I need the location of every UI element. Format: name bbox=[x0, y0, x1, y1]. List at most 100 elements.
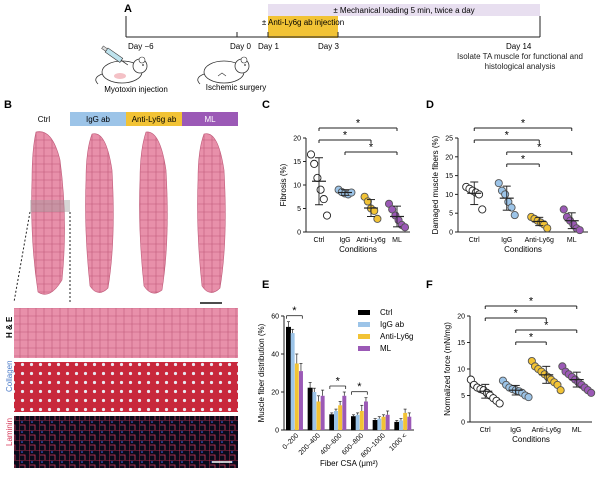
x-tick-label: ML bbox=[572, 427, 582, 434]
isolate-text-box: Isolate TA muscle for functional and his… bbox=[457, 52, 583, 71]
bar bbox=[294, 363, 299, 430]
bar bbox=[307, 387, 313, 431]
y-tick-label: 0 bbox=[461, 420, 465, 427]
mech-loading-band bbox=[268, 4, 540, 16]
x-axis-label: Conditions bbox=[512, 435, 550, 444]
significance-star: * bbox=[537, 142, 542, 154]
bar bbox=[290, 333, 295, 430]
panel-letter: E bbox=[262, 279, 269, 291]
x-tick-label: Ctrl bbox=[480, 427, 491, 434]
legend-swatch bbox=[358, 346, 370, 351]
bar bbox=[359, 411, 364, 430]
significance-star: * bbox=[336, 376, 341, 388]
significance-star: * bbox=[514, 308, 519, 320]
laminin-row bbox=[14, 416, 238, 468]
zoom-line bbox=[13, 211, 31, 303]
y-tick-label: 40 bbox=[271, 352, 279, 359]
panel-a: A ± Mechanical loading 5 min, twice a da… bbox=[95, 3, 583, 94]
panel-d: D 0 5 10 15 20 25 Ctrl IgG Anti-Ly6g ML Conditions D… bbox=[426, 99, 588, 254]
day-label: Day −6 bbox=[128, 42, 154, 51]
bar bbox=[351, 416, 356, 431]
data-point bbox=[306, 150, 316, 159]
legend-swatch bbox=[358, 334, 370, 339]
y-tick-label: 20 bbox=[293, 136, 301, 143]
x-axis-label: Conditions bbox=[504, 245, 542, 254]
group-label: IgG ab bbox=[86, 115, 111, 124]
y-axis-label: Muscle fiber distribution (%) bbox=[257, 323, 266, 422]
bar bbox=[381, 416, 386, 430]
significance-star: * bbox=[356, 118, 361, 130]
day-ticks bbox=[236, 16, 541, 37]
legend-swatch bbox=[358, 310, 370, 315]
y-tick-label: 0 bbox=[449, 230, 453, 237]
y-tick-label: 10 bbox=[445, 192, 453, 199]
data-point bbox=[316, 185, 325, 194]
significance-star: * bbox=[292, 305, 297, 317]
significance-star: * bbox=[505, 130, 510, 142]
injection-label: ± Anti-Ly6g ab injection bbox=[262, 18, 344, 27]
legend-swatch bbox=[358, 322, 370, 327]
y-tick-label: 20 bbox=[457, 314, 465, 321]
y-tick-label: 10 bbox=[457, 367, 465, 374]
bar bbox=[364, 401, 368, 430]
charts-layer: C 0 5 10 15 20 Ctrl IgG Anti-Ly6g ML Conditions Fib… bbox=[257, 99, 596, 468]
x-tick-label: Ctrl bbox=[314, 237, 325, 244]
panel-c: C 0 5 10 15 20 Ctrl IgG Anti-Ly6g ML Conditions Fib… bbox=[262, 99, 410, 254]
bar bbox=[355, 414, 360, 430]
bar bbox=[316, 401, 321, 430]
mouse-icon bbox=[197, 56, 250, 85]
bar bbox=[312, 392, 317, 430]
x-tick-label: IgG bbox=[339, 237, 350, 244]
x-tick-label: Anti-Ly6g bbox=[356, 237, 385, 244]
y-tick-label: 15 bbox=[293, 159, 301, 166]
x-tick-label: ML bbox=[567, 237, 577, 244]
data-point bbox=[575, 226, 584, 235]
bar bbox=[334, 411, 338, 430]
y-tick-label: 5 bbox=[449, 211, 453, 218]
significance-star: * bbox=[521, 118, 526, 130]
syringe-icon bbox=[101, 45, 129, 66]
panel-f: F 0 5 10 15 20 Ctrl IgG Anti-Ly6g ML Conditions Nor… bbox=[426, 279, 596, 444]
y-tick-label: 10 bbox=[293, 183, 301, 190]
mouse-icon bbox=[95, 56, 148, 85]
bar bbox=[372, 420, 378, 431]
data-point bbox=[559, 205, 568, 214]
data-point bbox=[322, 211, 332, 220]
x-axis-label: Conditions bbox=[339, 245, 377, 254]
bar bbox=[399, 420, 403, 430]
stain-label-collagen: Collagen bbox=[5, 360, 14, 392]
data-point bbox=[507, 203, 516, 212]
day-label: Day 1 bbox=[258, 42, 279, 51]
y-tick-label: 20 bbox=[271, 390, 279, 397]
isolate-label: Isolate TA muscle for functional and his… bbox=[457, 52, 583, 71]
panel-b: B Ctrl IgG ab Anti-Ly6g ab ML H & E Coll… bbox=[4, 99, 238, 468]
y-tick-label: 0 bbox=[297, 230, 301, 237]
data-point bbox=[474, 190, 484, 199]
y-tick-label: 0 bbox=[275, 428, 279, 435]
x-tick-label: Anti-Ly6g bbox=[525, 237, 554, 244]
x-tick-label: 0–200 bbox=[282, 432, 301, 451]
bar bbox=[377, 418, 382, 430]
significance-star: * bbox=[521, 154, 526, 166]
data-point bbox=[587, 388, 596, 397]
muscle-section-ml bbox=[197, 133, 226, 293]
bar bbox=[403, 412, 408, 430]
y-tick-label: 5 bbox=[461, 393, 465, 400]
x-tick-label: Ctrl bbox=[469, 237, 480, 244]
data-point bbox=[310, 159, 319, 168]
legend-label: Ctrl bbox=[380, 308, 393, 317]
muscle-section-ctrl bbox=[31, 131, 65, 295]
bar bbox=[342, 395, 347, 430]
stain-label-laminin: Laminin bbox=[5, 418, 14, 446]
y-tick-label: 60 bbox=[271, 314, 279, 321]
x-tick-label: 1000 < bbox=[388, 432, 408, 452]
y-tick-label: 15 bbox=[445, 173, 453, 180]
bar bbox=[394, 421, 400, 431]
group-label: Ctrl bbox=[38, 115, 51, 124]
injection-band bbox=[268, 16, 338, 38]
y-axis-label: Fibrosis (%) bbox=[279, 163, 288, 206]
bar bbox=[299, 371, 303, 430]
data-point bbox=[313, 173, 322, 182]
group-header-ml bbox=[182, 112, 238, 126]
x-tick-label: 200–400 bbox=[298, 432, 322, 456]
